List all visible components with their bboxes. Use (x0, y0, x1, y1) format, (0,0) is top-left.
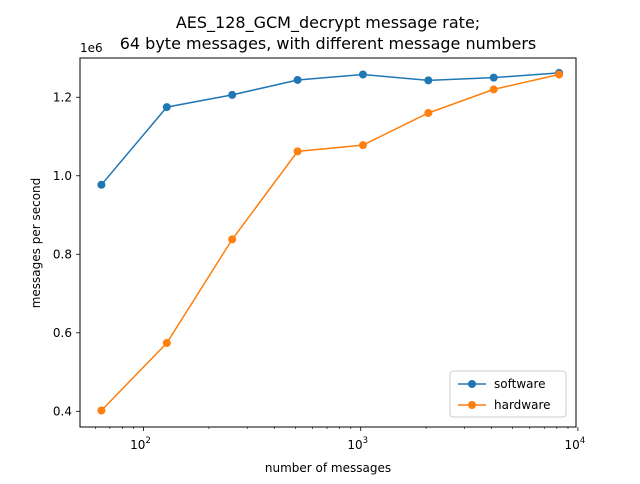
data-point-software (358, 70, 367, 79)
legend-label-hardware: hardware (494, 398, 551, 412)
y-axis-label: messages per second (29, 178, 43, 309)
y-tick-label: 0.8 (53, 247, 72, 261)
y-tick-label: 0.6 (53, 326, 72, 340)
series-line-hardware (100, 73, 560, 412)
series-line-software (100, 72, 560, 186)
y-tick-label: 1.0 (53, 169, 72, 183)
data-point-hardware (162, 338, 171, 347)
legend-marker-software (468, 380, 476, 388)
data-point-software (489, 73, 498, 82)
chart-title-line2: 64 byte messages, with different message… (120, 34, 537, 53)
data-point-software (424, 76, 433, 85)
y-tick-label: 1.2 (53, 90, 72, 104)
legend: software hardware (449, 370, 567, 418)
legend-label-software: software (494, 377, 546, 391)
x-tick-label: 104 (565, 436, 586, 452)
x-tick-label: 103 (347, 436, 368, 452)
data-point-hardware (97, 406, 106, 415)
plot-frame (79, 57, 577, 428)
y-tick-label: 0.4 (53, 404, 72, 418)
data-point-hardware (555, 70, 564, 79)
data-point-hardware (358, 141, 367, 150)
data-point-software (228, 90, 237, 99)
x-tick-label: 102 (130, 436, 151, 452)
data-point-hardware (424, 108, 433, 117)
data-point-software (162, 103, 171, 112)
data-point-hardware (489, 85, 498, 94)
data-point-hardware (228, 235, 237, 244)
data-point-hardware (293, 147, 302, 156)
data-point-software (97, 180, 106, 189)
y-offset-label: 1e6 (80, 41, 103, 55)
data-point-software (293, 75, 302, 84)
legend-marker-hardware (468, 401, 476, 409)
chart-title-line1: AES_128_GCM_decrypt message rate; (176, 13, 480, 33)
x-axis-label: number of messages (265, 461, 391, 475)
